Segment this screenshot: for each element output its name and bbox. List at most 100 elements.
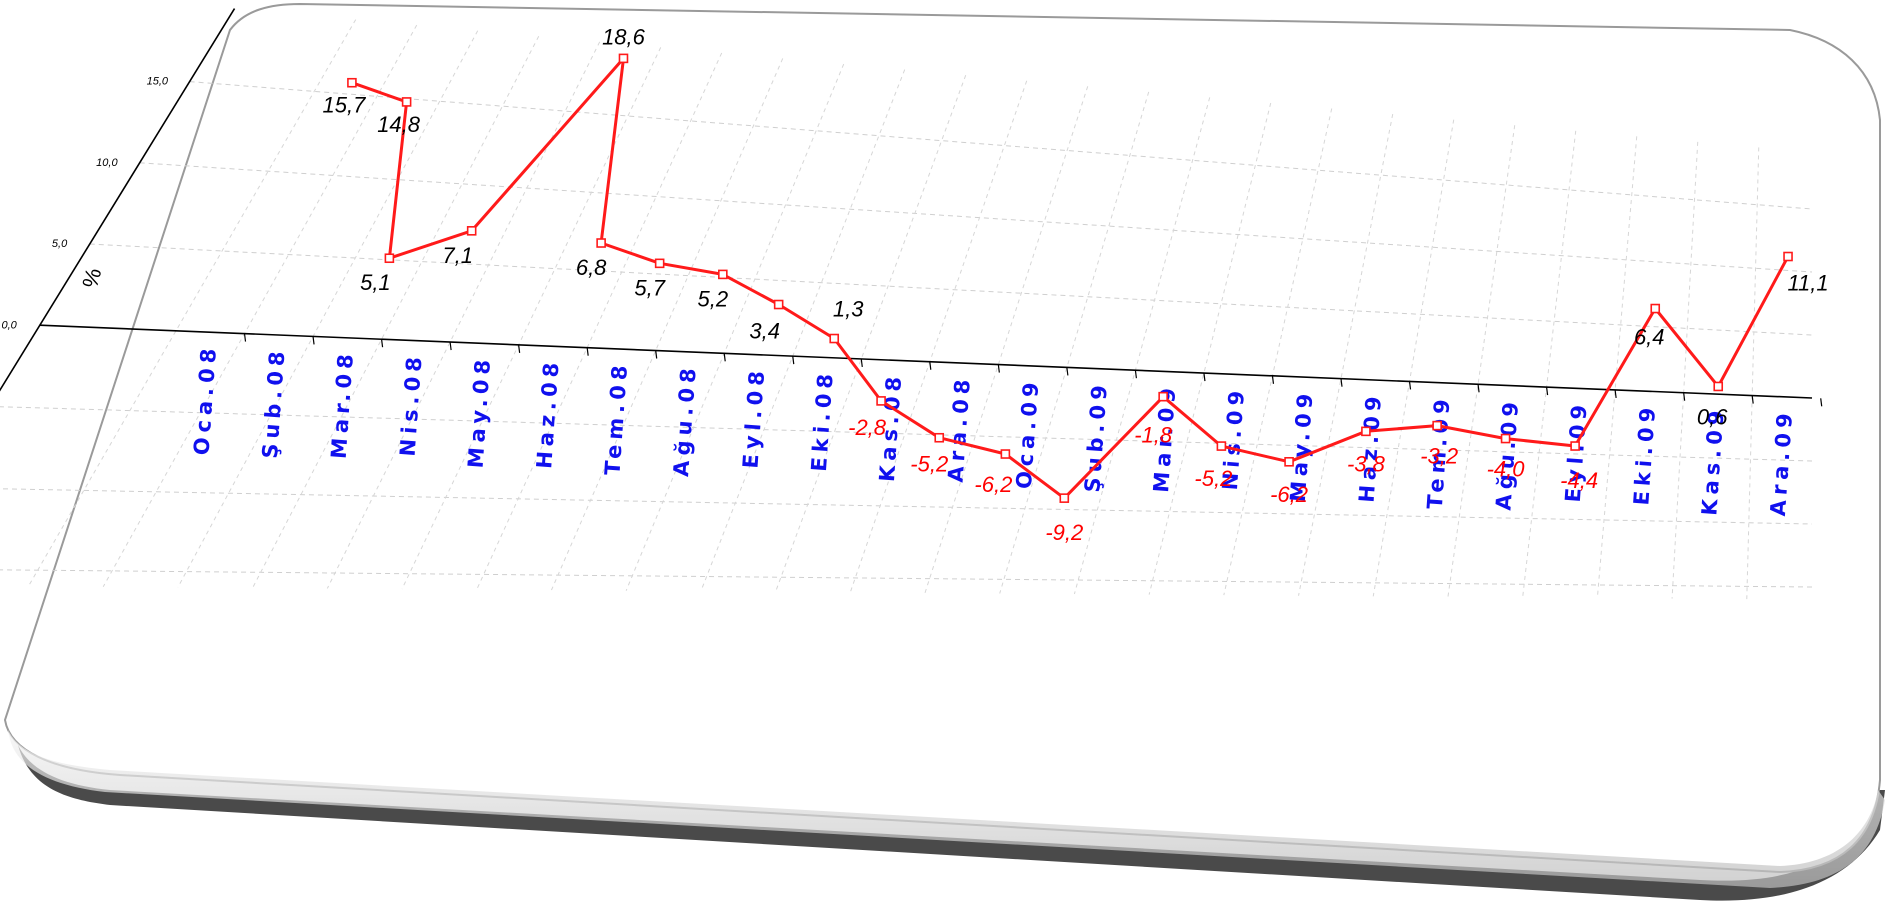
data-label: -3,2 bbox=[1420, 444, 1458, 469]
gridlines bbox=[0, 19, 1813, 600]
card-bevel bbox=[8, 730, 1885, 888]
v-gridline bbox=[326, 41, 601, 589]
x-tick bbox=[929, 361, 932, 370]
data-point bbox=[1361, 426, 1371, 437]
v-gridline bbox=[102, 24, 418, 587]
data-point bbox=[1650, 303, 1661, 314]
data-label: 11,1 bbox=[1787, 271, 1828, 296]
data-label: -6,2 bbox=[974, 472, 1012, 497]
data-label: -4,0 bbox=[1487, 457, 1526, 482]
axes bbox=[0, 8, 1823, 407]
v-gridline bbox=[700, 69, 906, 592]
x-tick bbox=[1408, 381, 1412, 390]
x-tick bbox=[1820, 398, 1823, 407]
x-tick bbox=[1340, 378, 1343, 387]
data-point bbox=[618, 53, 629, 64]
v-gridline bbox=[849, 80, 1028, 593]
data-point bbox=[718, 269, 728, 280]
category-labels: Oca.08 Şub.08 Mar.08 Nis.08 May.08 Haz.08 Tem.… bbox=[189, 343, 1797, 517]
x-tick bbox=[860, 358, 863, 368]
x-tick bbox=[1477, 384, 1480, 393]
v-gridline bbox=[1596, 136, 1638, 599]
data-label: 6,8 bbox=[576, 255, 607, 280]
y-tick-label: 0,0 bbox=[2, 320, 18, 332]
v-gridline bbox=[1746, 147, 1760, 600]
data-point bbox=[1713, 381, 1724, 392]
h-gridline bbox=[139, 162, 1813, 273]
v-gridline bbox=[550, 58, 784, 591]
x-tick bbox=[1066, 367, 1069, 376]
data-label: 0,6 bbox=[1697, 404, 1728, 429]
x-axis bbox=[39, 324, 1813, 399]
x-tick bbox=[655, 350, 658, 359]
h-gridline bbox=[189, 81, 1813, 210]
v-gridline bbox=[924, 86, 1089, 594]
v-gridline bbox=[1298, 113, 1394, 596]
v-gridline bbox=[1073, 97, 1211, 595]
v-gridline bbox=[775, 74, 967, 592]
v-gridline bbox=[1522, 130, 1577, 598]
x-tick bbox=[380, 339, 384, 348]
card-shadow bbox=[18, 745, 1885, 901]
data-point bbox=[1000, 449, 1011, 459]
data-point bbox=[934, 432, 945, 443]
data-point bbox=[1500, 433, 1511, 444]
v-gridline bbox=[177, 30, 479, 588]
data-label: -5,2 bbox=[1194, 466, 1232, 491]
data-point bbox=[876, 396, 886, 406]
x-tick bbox=[997, 364, 1000, 373]
data-label: 1,3 bbox=[833, 297, 864, 322]
data-point bbox=[1216, 441, 1227, 451]
series-line bbox=[351, 56, 1790, 500]
h-gridline bbox=[0, 406, 1813, 462]
y-tick-label: 10,0 bbox=[96, 157, 118, 169]
data-label: -2,8 bbox=[848, 415, 887, 440]
data-label: -3,8 bbox=[1347, 451, 1386, 476]
x-tick bbox=[1134, 370, 1137, 379]
data-label: 15,7 bbox=[323, 93, 367, 118]
x-tick bbox=[449, 341, 452, 351]
data-label: 14,8 bbox=[377, 112, 421, 137]
x-tick bbox=[312, 336, 315, 345]
data-point bbox=[401, 97, 412, 107]
x-tick bbox=[723, 353, 726, 362]
x-tick bbox=[586, 347, 589, 356]
x-tick bbox=[1271, 375, 1275, 384]
y-tick-label: 5,0 bbox=[52, 238, 68, 250]
data-label: 5,2 bbox=[698, 286, 729, 311]
data-label: -9,2 bbox=[1045, 520, 1083, 545]
data-point bbox=[1284, 456, 1294, 467]
y-tick-labels: 15,010,05,00,0-5,0-10,0 bbox=[2, 75, 169, 332]
data-label: -6,2 bbox=[1270, 482, 1308, 507]
x-tick bbox=[518, 344, 521, 353]
data-point bbox=[1158, 391, 1168, 402]
x-tick bbox=[1614, 389, 1617, 398]
data-point bbox=[466, 226, 477, 236]
x-tick bbox=[243, 333, 247, 342]
data-label: -5,2 bbox=[910, 452, 948, 477]
data-label: 18,6 bbox=[602, 24, 646, 49]
x-tick bbox=[1203, 372, 1206, 382]
data-point bbox=[773, 299, 784, 310]
y-axis-label: % bbox=[77, 265, 106, 290]
data-label: 3,4 bbox=[749, 319, 780, 344]
data-label: 6,4 bbox=[1634, 325, 1665, 350]
data-point bbox=[829, 333, 840, 344]
y-tick-label: 15,0 bbox=[147, 75, 169, 87]
data-point bbox=[596, 238, 606, 248]
x-tick bbox=[792, 356, 795, 365]
data-label: 7,1 bbox=[442, 243, 473, 268]
h-gridline bbox=[0, 488, 1813, 525]
x-tick bbox=[1751, 395, 1754, 404]
data-labels: 15,7 14,8 5,1 7,1 18,6 6,8 5,7 5,2 3,4 1,3 -2,8 -5,… bbox=[323, 24, 1829, 545]
y-axis bbox=[0, 8, 236, 392]
v-gridline bbox=[1223, 108, 1333, 596]
data-point bbox=[1570, 441, 1580, 451]
data-point bbox=[384, 253, 395, 264]
data-point bbox=[1783, 251, 1793, 262]
data-label: 5,1 bbox=[360, 270, 391, 295]
series-layer bbox=[347, 53, 1793, 503]
data-point bbox=[347, 77, 357, 88]
v-gridline bbox=[28, 19, 357, 587]
